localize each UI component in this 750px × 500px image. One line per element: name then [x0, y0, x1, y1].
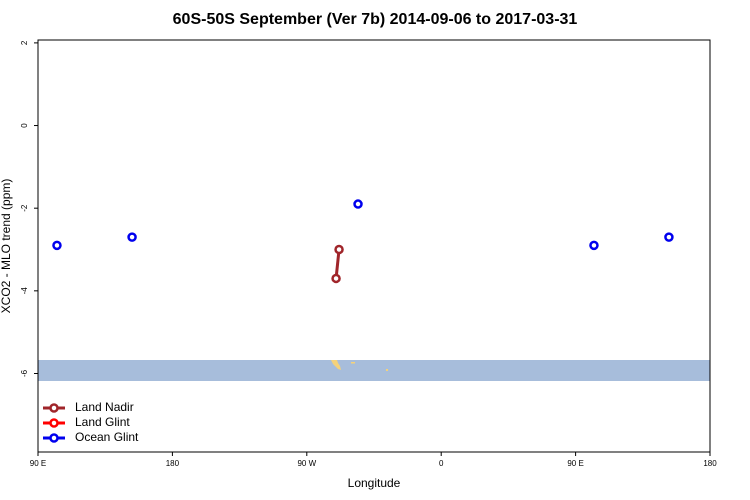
y-axis-label: XCO2 - MLO trend (ppm)	[0, 179, 13, 314]
x-tick-label: 0	[439, 459, 444, 468]
legend-marker	[49, 403, 59, 413]
point	[589, 240, 599, 251]
point	[353, 199, 363, 209]
x-tick-label: 180	[166, 459, 180, 468]
legend-label: Ocean Glint	[75, 430, 139, 444]
x-tick-label: 90 W	[297, 459, 316, 468]
x-tick-label: 90 E	[30, 459, 46, 468]
y-tick-label: 2	[20, 40, 29, 45]
y-tick-label: -4	[20, 287, 29, 295]
x-tick-label: 180	[703, 459, 717, 468]
land-mask-band	[38, 360, 710, 381]
legend-marker	[49, 418, 59, 428]
land-patch	[331, 360, 341, 370]
legend-label: Land Glint	[75, 415, 130, 429]
point	[52, 240, 62, 251]
x-axis-label: Longitude	[348, 476, 401, 490]
x-tick-label: 90 E	[567, 459, 583, 468]
plot-frame	[37, 39, 711, 453]
y-tick-label: 0	[20, 123, 29, 128]
land-patch	[351, 362, 355, 364]
legend-marker	[49, 433, 59, 443]
series-line	[334, 249, 341, 279]
legend-label: Land Nadir	[75, 400, 134, 414]
point	[127, 232, 137, 242]
y-tick-label: -2	[20, 204, 29, 212]
chart-title: 60S-50S September (Ver 7b) 2014-09-06 to…	[173, 11, 578, 28]
point	[331, 273, 341, 284]
point	[664, 232, 674, 242]
point	[334, 244, 344, 255]
land-patch	[386, 369, 388, 371]
y-tick-label: -6	[20, 369, 29, 377]
